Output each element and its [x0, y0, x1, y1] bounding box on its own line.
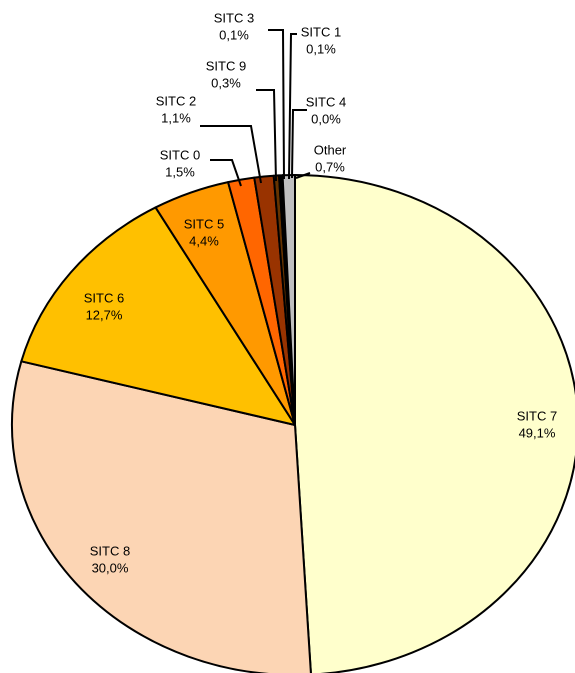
pie	[11, 174, 575, 673]
slice-label: SITC 0	[160, 147, 200, 162]
labels: SITC 7 49,1% SITC 8 30,0% SITC 6 12,7% SITC 5 4…	[84, 10, 557, 575]
leader-line	[295, 172, 311, 179]
slice-label: SITC 4	[306, 94, 346, 109]
leader-lines	[200, 29, 311, 187]
slice-label: SITC 1	[301, 24, 341, 39]
leader-line	[210, 159, 242, 187]
leader-line	[288, 33, 297, 180]
pie-slice	[20, 206, 296, 426]
slice-value-label: 1,5%	[165, 164, 195, 179]
slice-value-label: 0,7%	[315, 159, 345, 174]
slice-value-label: 1,1%	[161, 110, 191, 125]
slice-label: SITC 5	[184, 216, 224, 231]
slice-value-label: 30,0%	[92, 560, 129, 575]
slice-value-label: 49,1%	[519, 425, 556, 440]
pie-slice	[11, 360, 312, 673]
slice-label: SITC 6	[84, 290, 124, 305]
slice-value-label: 0,3%	[211, 75, 241, 90]
leader-line	[200, 125, 262, 184]
leader-line	[291, 109, 307, 179]
slice-label: SITC 2	[156, 93, 196, 108]
slice-value-label: 0,0%	[311, 111, 341, 126]
slice-value-label: 4,4%	[189, 233, 219, 248]
slice-value-label: 0,1%	[306, 41, 336, 56]
slice-label: SITC 7	[517, 408, 557, 423]
slice-label: Other	[314, 142, 347, 157]
pie-slice	[294, 174, 575, 673]
slice-value-label: 0,1%	[219, 27, 249, 42]
slice-value-label: 12,7%	[86, 307, 123, 322]
slice-label: SITC 8	[90, 543, 130, 558]
leader-line	[256, 89, 277, 182]
slice-label: SITC 9	[206, 58, 246, 73]
leader-line	[268, 29, 285, 180]
slice-label: SITC 3	[214, 10, 254, 25]
